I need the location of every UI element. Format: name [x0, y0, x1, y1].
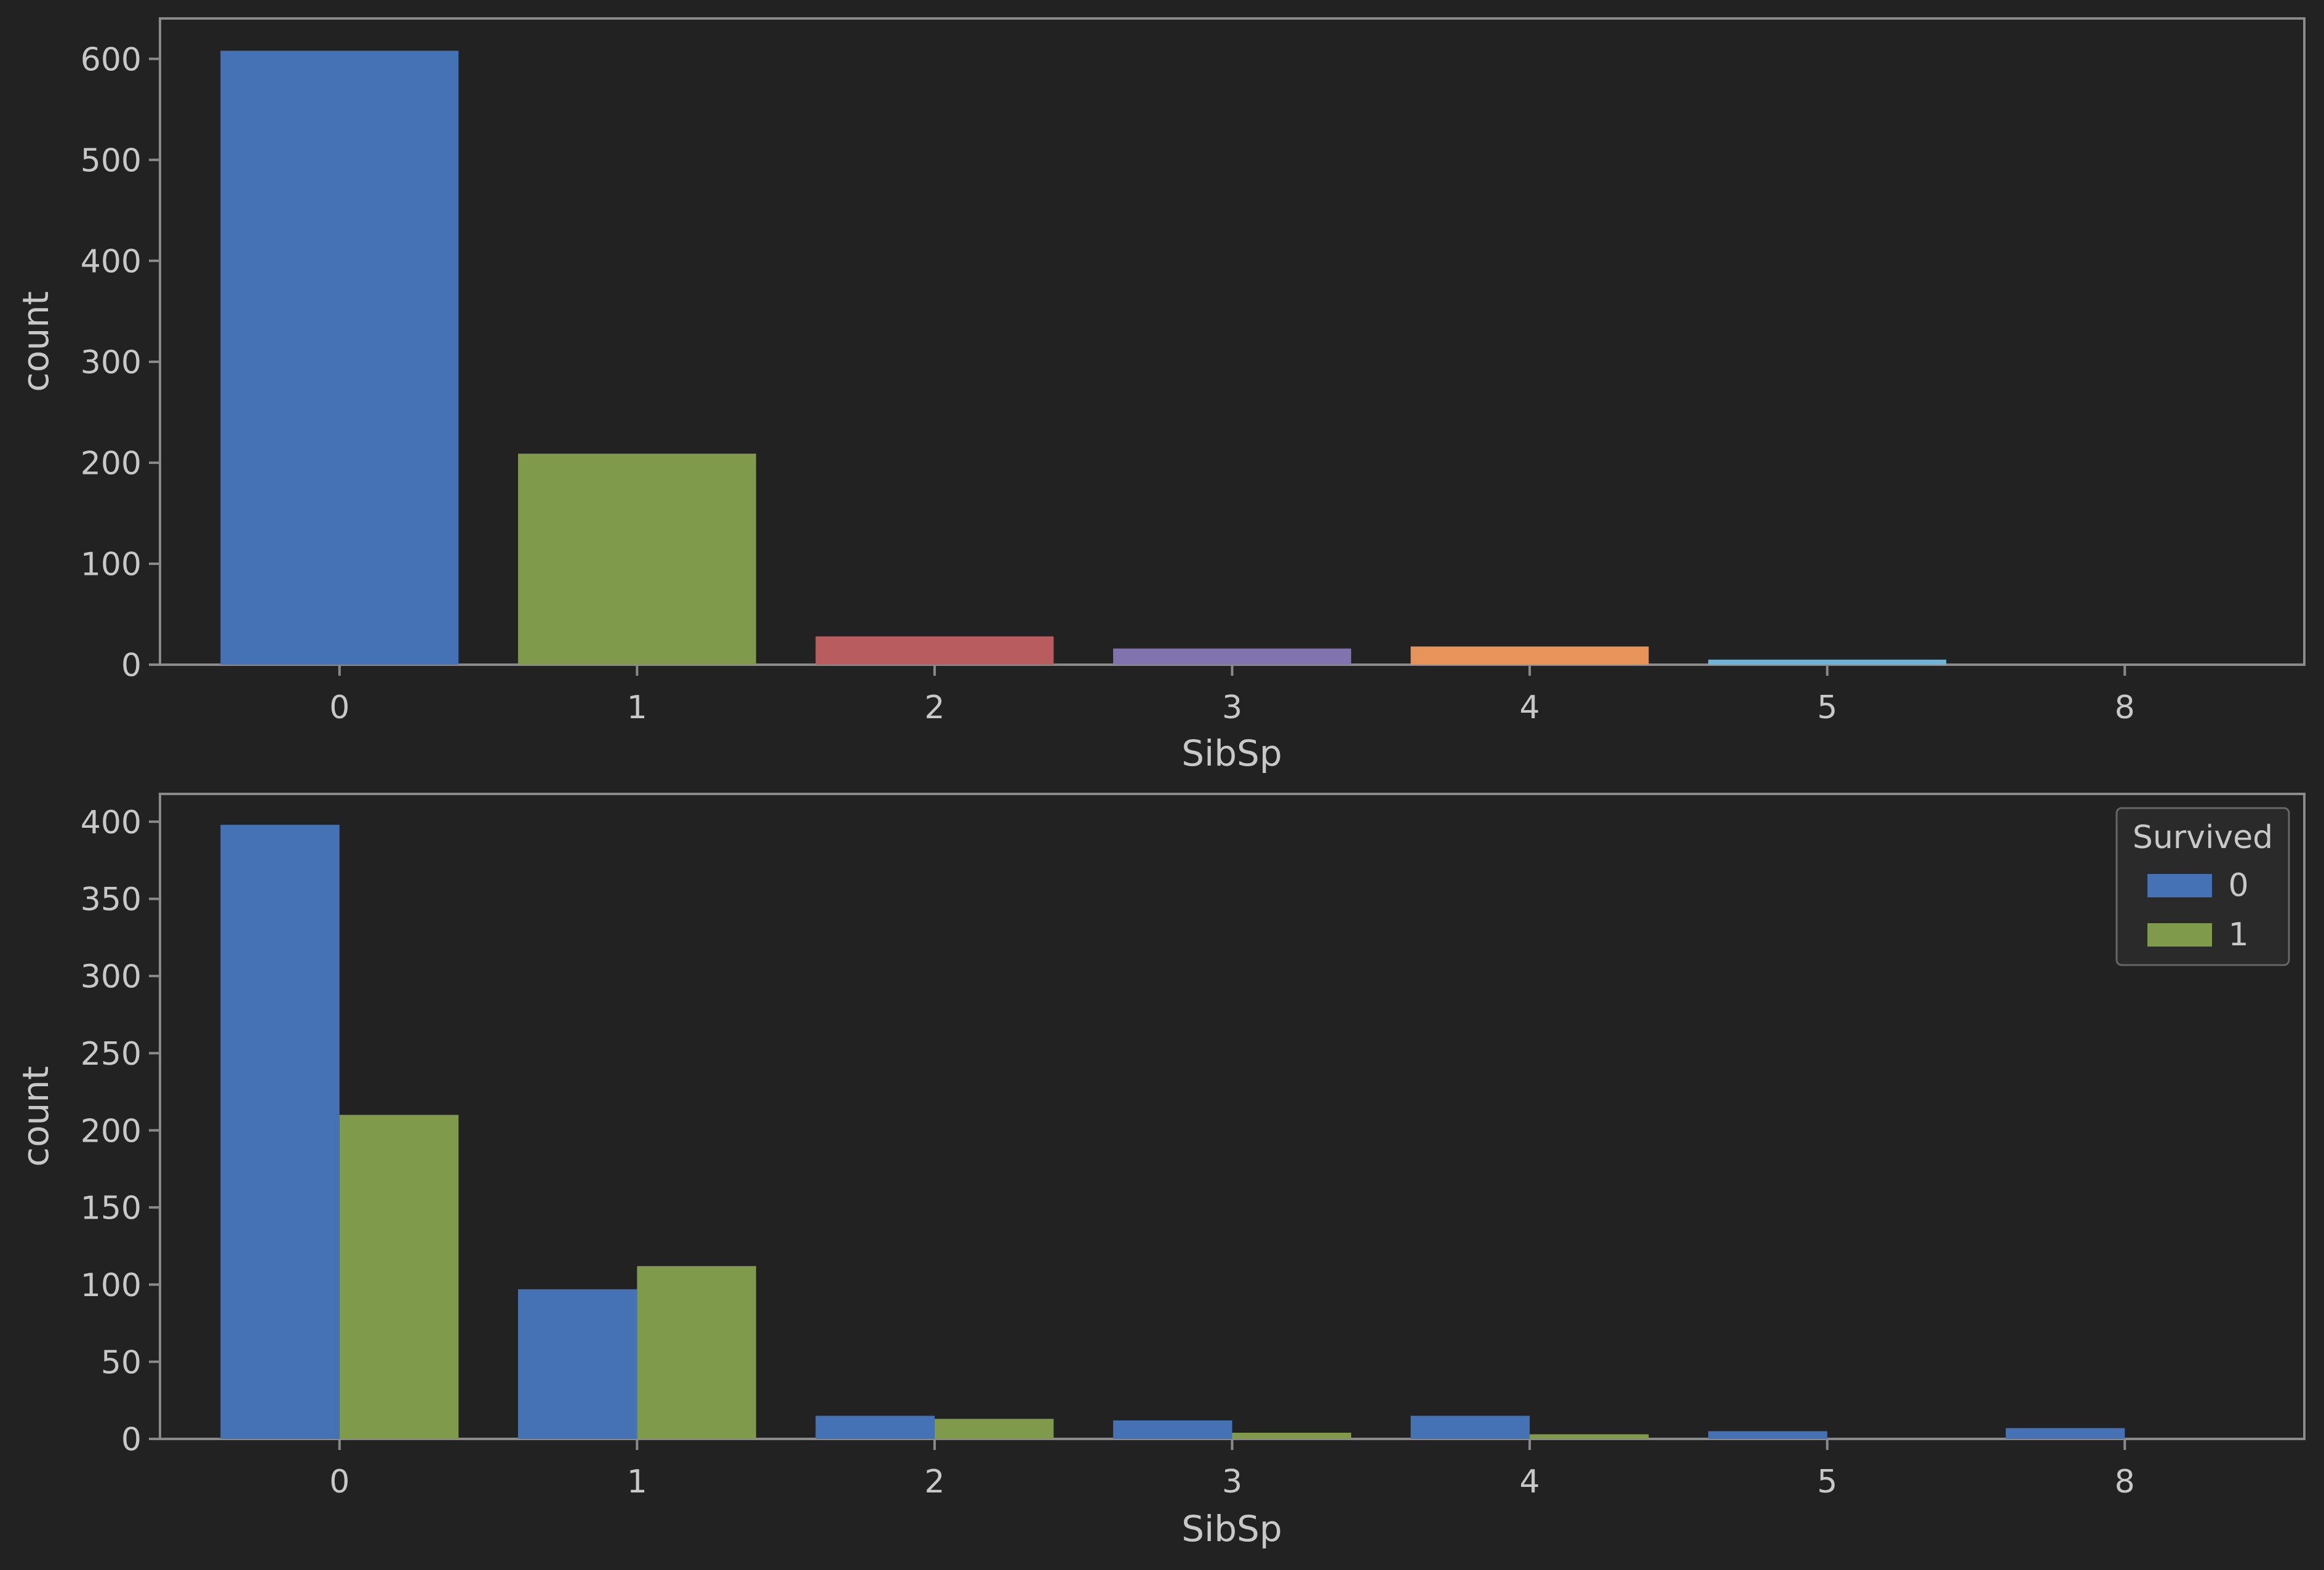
y-axis-label-top: count	[15, 291, 57, 392]
bar-sibsp-0	[220, 50, 459, 665]
legend: Survived 0 1	[2115, 807, 2290, 966]
x-tick-label: 1	[627, 689, 647, 726]
x-tick-label: 8	[2115, 1464, 2135, 1500]
y-tick-label: 250	[81, 1036, 142, 1073]
x-tick-label: 1	[627, 1464, 647, 1500]
bar-sibsp-4-survived-0	[1410, 1416, 1530, 1439]
x-tick-label: 5	[1817, 1464, 1837, 1500]
y-tick-label: 400	[81, 804, 142, 841]
y-ticks-bottom: 0 50 100 150 200 250 300 350 400	[81, 804, 160, 1459]
y-tick-label: 300	[81, 959, 142, 996]
bar-sibsp-5	[1708, 659, 1947, 665]
x-tick-label: 2	[924, 689, 944, 726]
y-tick-label: 100	[81, 547, 142, 583]
bar-sibsp-1	[517, 454, 756, 665]
x-tick-label: 0	[329, 1464, 349, 1500]
x-tick-label: 3	[1222, 1464, 1242, 1500]
bar-sibsp-0-survived-1	[339, 1115, 459, 1439]
bar-sibsp-4-survived-1	[1530, 1434, 1649, 1439]
bar-sibsp-2	[815, 636, 1054, 665]
bar-sibsp-3	[1113, 648, 1351, 665]
y-ticks-top: 0 100 200 300 400 500 600	[81, 41, 160, 684]
bar-sibsp-3-survived-0	[1113, 1420, 1232, 1439]
bar-sibsp-0-survived-0	[220, 825, 340, 1439]
chart-bottom: 0 50 100 150 200 250 300 350 400 0 1 2 3 4 5 8 SibSp c…	[15, 793, 2306, 1550]
y-tick-label: 0	[121, 1422, 142, 1459]
legend-swatch-survived-0	[2147, 874, 2212, 897]
y-tick-label: 300	[81, 345, 142, 382]
y-tick-label: 500	[81, 142, 142, 179]
x-tick-label: 4	[1520, 1464, 1540, 1500]
y-tick-label: 600	[81, 41, 142, 78]
y-tick-label: 50	[101, 1344, 142, 1381]
bar-sibsp-1-survived-1	[637, 1266, 756, 1439]
x-ticks-bottom: 0 1 2 3 4 5 8	[329, 1439, 2135, 1500]
bar-sibsp-2-survived-0	[815, 1416, 935, 1439]
bars-bottom	[220, 825, 2125, 1439]
bar-sibsp-3-survived-1	[1232, 1432, 1351, 1439]
y-tick-label: 200	[81, 446, 142, 483]
x-tick-label: 4	[1520, 689, 1540, 726]
legend-label-survived-1: 1	[2228, 916, 2248, 953]
y-axis-label-bottom: count	[15, 1066, 57, 1167]
x-ticks-top: 0 1 2 3 4 5 8	[329, 665, 2135, 726]
legend-title: Survived	[2133, 819, 2273, 856]
x-axis-label-top: SibSp	[1181, 732, 1282, 774]
y-tick-label: 0	[121, 647, 142, 684]
bar-sibsp-5-survived-0	[1708, 1431, 1827, 1439]
x-tick-label: 0	[329, 689, 349, 726]
y-tick-label: 100	[81, 1267, 142, 1304]
x-tick-label: 2	[924, 1464, 944, 1500]
chart-top: 0 100 200 300 400 500 600 0 1 2 3 4 5 8 SibSp count	[15, 17, 2306, 774]
bar-sibsp-1-survived-0	[517, 1289, 637, 1439]
x-axis-label-bottom: SibSp	[1181, 1508, 1282, 1550]
y-tick-label: 150	[81, 1190, 142, 1227]
bar-sibsp-4	[1410, 646, 1649, 665]
legend-label-survived-0: 0	[2228, 867, 2248, 904]
y-tick-label: 400	[81, 243, 142, 280]
bar-sibsp-2-survived-1	[934, 1419, 1054, 1439]
x-tick-label: 5	[1817, 689, 1837, 726]
x-tick-label: 8	[2115, 689, 2135, 726]
bar-sibsp-8-survived-0	[2005, 1428, 2125, 1439]
x-tick-label: 3	[1222, 689, 1242, 726]
y-tick-label: 200	[81, 1113, 142, 1150]
legend-swatch-survived-1	[2147, 923, 2212, 947]
y-tick-label: 350	[81, 881, 142, 918]
bars-top	[220, 50, 1947, 665]
